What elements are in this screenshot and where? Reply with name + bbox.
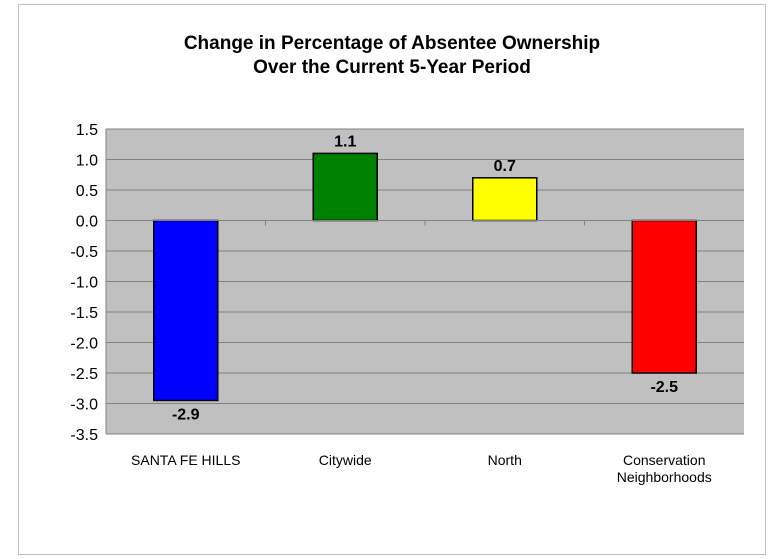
data-labels: -2.9 1.1 0.7 -2.5 (172, 133, 678, 423)
category-label: SANTA FE HILLS (131, 452, 240, 468)
bars (153, 152, 697, 402)
y-tick-label: -2.5 (70, 366, 98, 383)
axes (105, 129, 744, 434)
y-tick-label: -1.5 (70, 305, 98, 322)
bar (312, 152, 378, 222)
chart-title-line-1: Change in Percentage of Absentee Ownersh… (183, 33, 601, 54)
data-label: -2.9 (172, 406, 200, 423)
category-label: North (488, 452, 522, 468)
y-tick-label: -3.0 (70, 397, 98, 414)
bar (153, 219, 219, 402)
y-tick-label: -0.5 (70, 244, 98, 261)
y-tick-label: 0.5 (76, 183, 98, 200)
y-tick-label: 0.0 (76, 214, 98, 231)
chart-title-line-2: Over the Current 5-Year Period (253, 57, 531, 78)
category-labels: SANTA FE HILLS Citywide North ConservationN… (131, 452, 712, 485)
category-label: Conservation (623, 452, 706, 468)
category-label: Citywide (319, 452, 372, 468)
y-tick-label: -2.0 (70, 336, 98, 353)
data-label: 0.7 (494, 158, 516, 175)
chart-title: Change in Percentage of Absentee Ownersh… (18, 32, 766, 80)
y-tick-label: 1.5 (76, 122, 98, 139)
y-tick-label: 1.0 (76, 153, 98, 170)
y-tick-label: -3.5 (70, 427, 98, 444)
y-tick-label: -1.0 (70, 275, 98, 292)
bar (472, 177, 538, 222)
y-axis-tick-labels: 1.5 1.0 0.5 0.0 -0.5 -1.0 -1.5 -2.0 -2.5 -3.0 -3.5 (70, 122, 98, 444)
category-label: Neighborhoods (617, 469, 712, 485)
data-label: -2.5 (650, 379, 678, 396)
data-label: 1.1 (334, 133, 356, 150)
bar (631, 219, 697, 374)
